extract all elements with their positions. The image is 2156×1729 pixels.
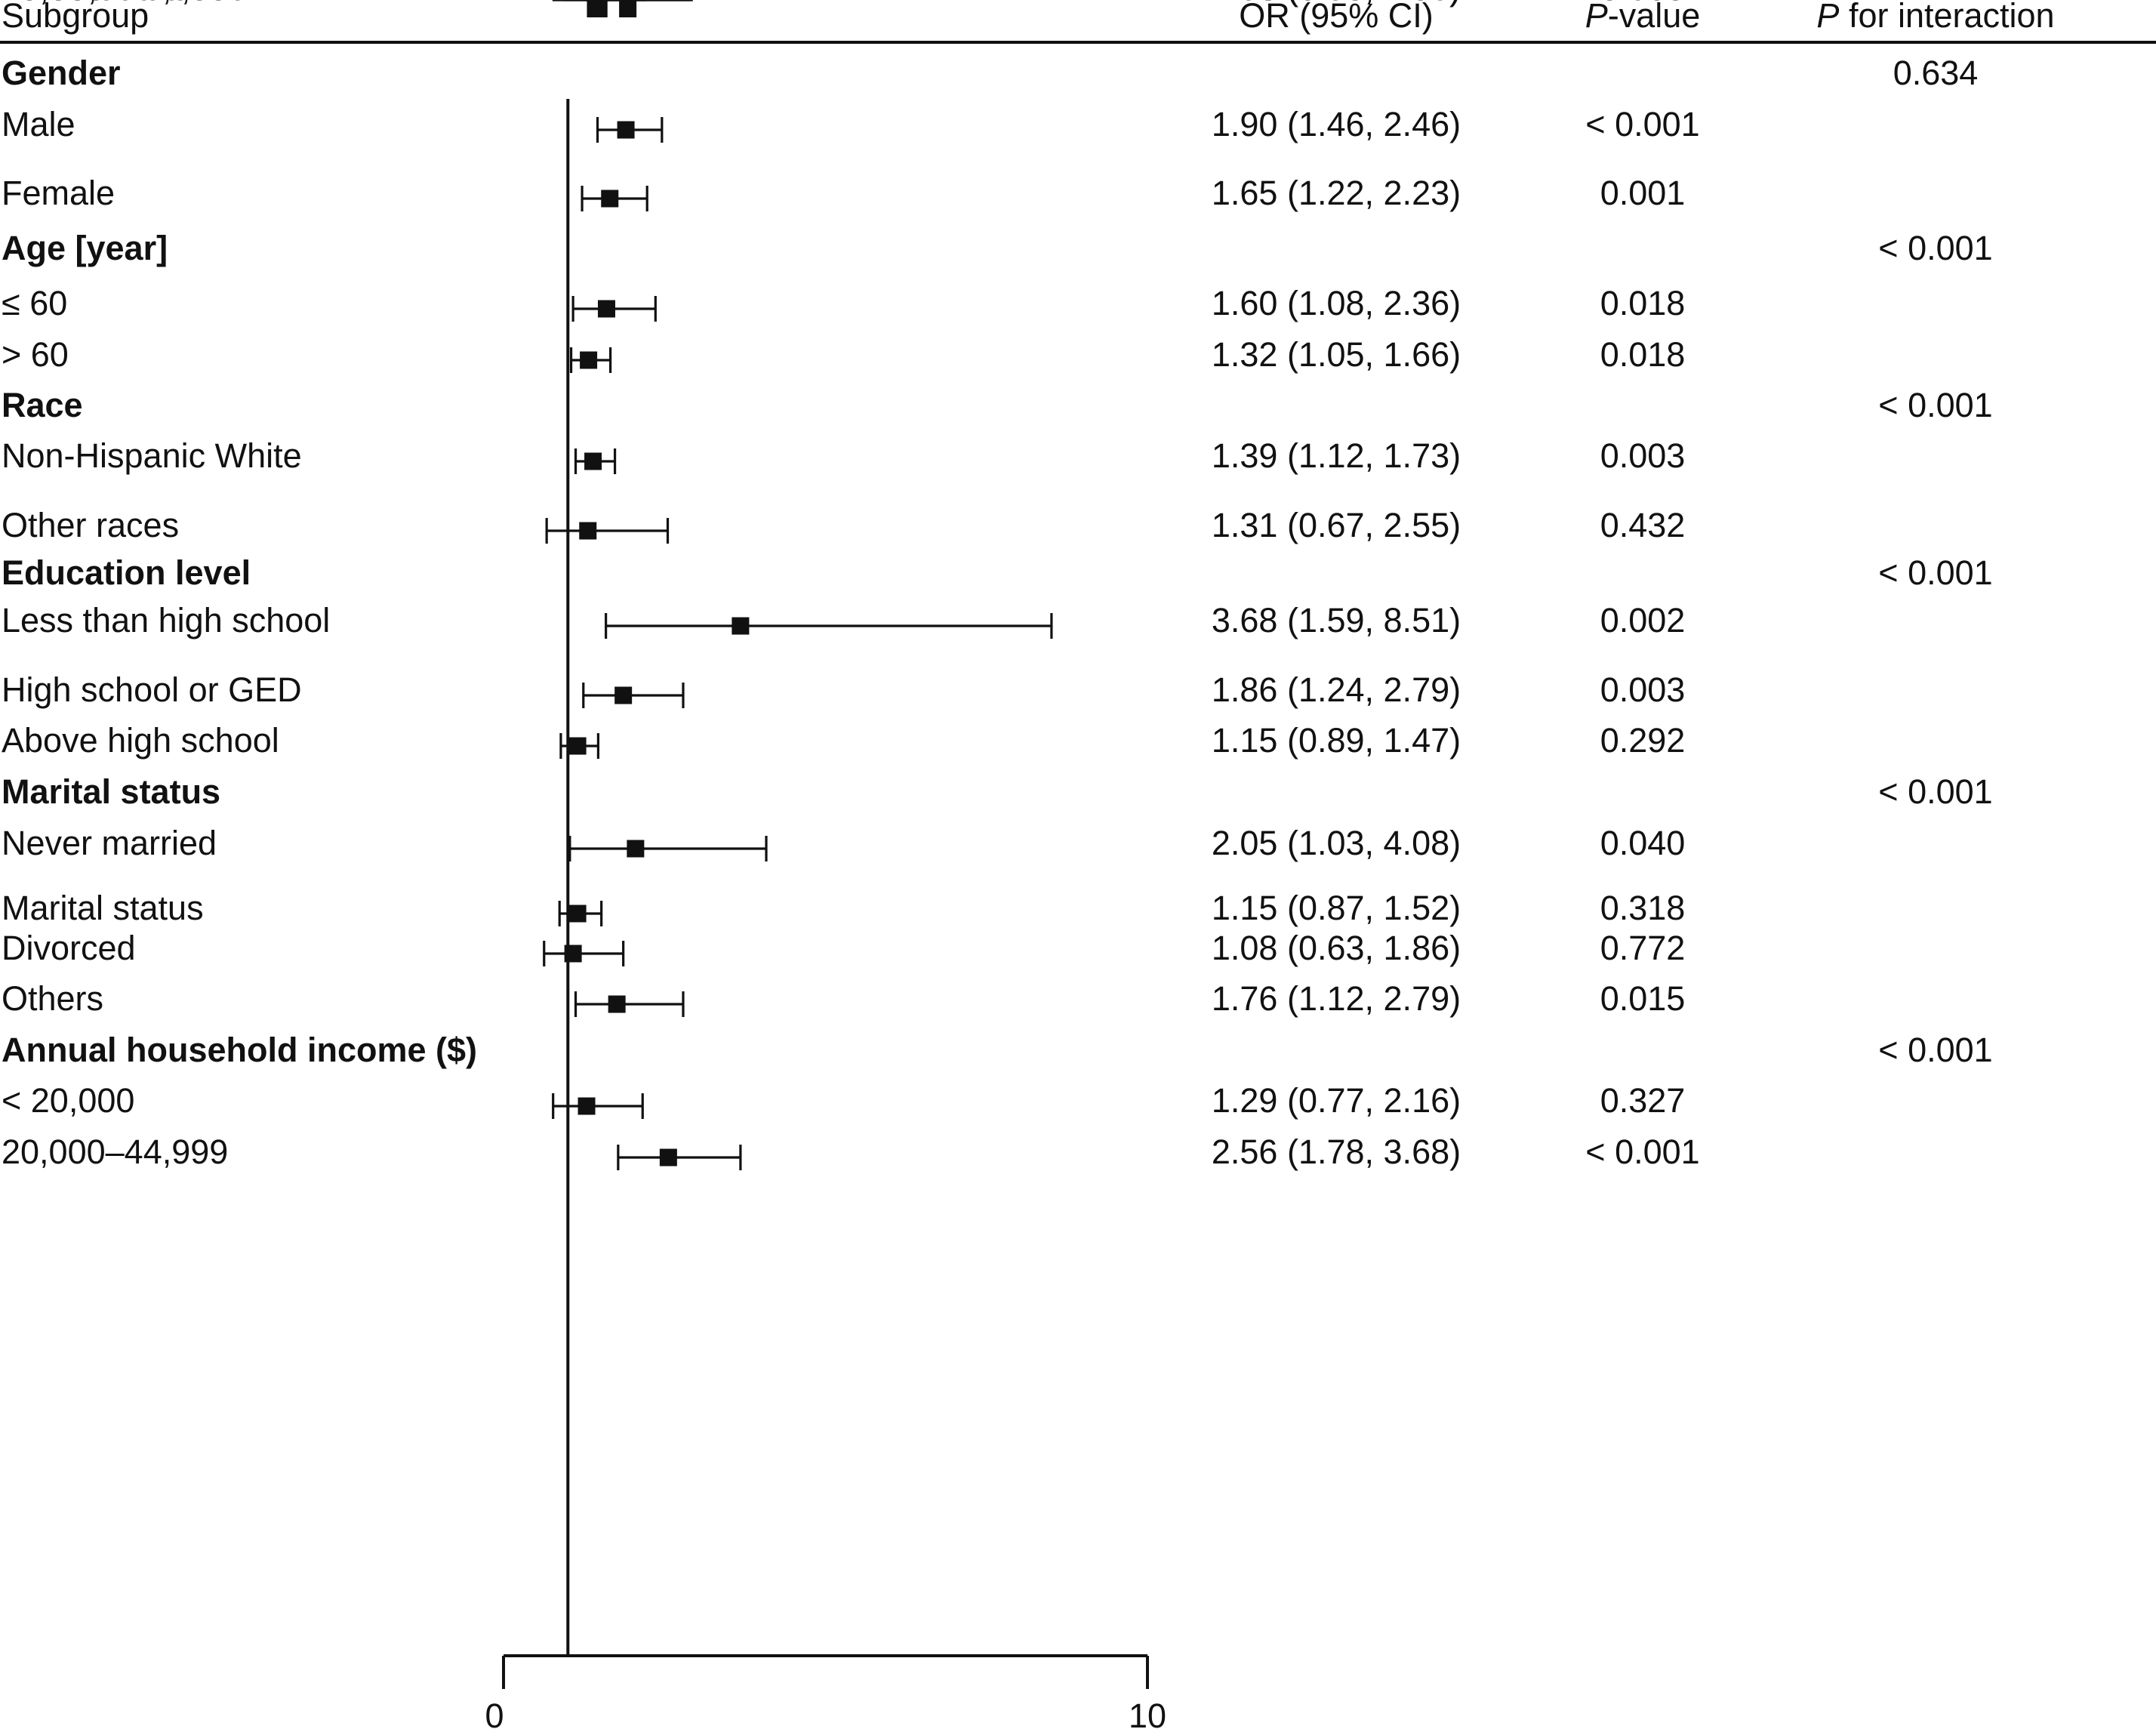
x-tick-label-0: 0: [485, 1697, 504, 1729]
or-ci-value: 1.15 (0.89, 1.47): [1212, 721, 1461, 760]
subgroup-label: Less than high school: [2, 601, 330, 640]
subgroup-label: 20,000–44,999: [2, 1133, 228, 1171]
p-value: 0.003: [1600, 436, 1686, 475]
subgroup-label: High school or GED: [2, 670, 302, 709]
p-interaction-value: < 0.001: [1878, 553, 1992, 592]
p-value: 0.002: [1600, 0, 1686, 8]
p-value: 0.018: [1600, 284, 1686, 322]
or-ci-value: 1.39 (1.12, 1.73): [1212, 436, 1461, 475]
or-ci-value: 1.31 (0.67, 2.55): [1212, 506, 1461, 544]
or-point-marker: [614, 686, 633, 704]
x-tick-label-10: 10: [1129, 1697, 1166, 1729]
or-ci-value: 1.93 (1.27, 2.94): [1212, 0, 1461, 8]
subgroup-label: 45,000–74,999: [2, 0, 228, 8]
or-point-marker: [590, 0, 608, 17]
or-point-marker: [568, 905, 587, 923]
p-value: 0.106: [1600, 0, 1686, 8]
p-value: 0.292: [1600, 721, 1686, 760]
subgroup-label: Non-Hispanic White: [2, 436, 302, 475]
subgroup-label: > 60: [2, 335, 69, 374]
subgroup-label: Female: [2, 174, 115, 212]
or-point-marker: [659, 1148, 677, 1167]
group-label: Race: [2, 386, 83, 424]
p-interaction-value: < 0.001: [1878, 386, 1992, 424]
p-value: 0.318: [1600, 889, 1686, 927]
p-interaction-value: < 0.001: [1878, 1031, 1992, 1069]
p-value: < 0.001: [1585, 1133, 1699, 1171]
subgroup-label: 75,000–100,000: [2, 0, 247, 8]
or-ci-value: 1.86 (1.24, 2.79): [1212, 670, 1461, 709]
or-point-marker: [578, 1097, 596, 1115]
p-value: 0.040: [1600, 824, 1686, 862]
header-p-value: P-value: [1585, 0, 1701, 35]
header-row: Subgroup OR (95% CI) P-value P for inter…: [0, 0, 2156, 44]
subgroup-label: Above high school: [2, 721, 279, 760]
or-ci-value: 1.08 (0.63, 1.86): [1212, 929, 1461, 967]
p-value: 0.003: [1600, 670, 1686, 709]
header-subgroup: Subgroup: [2, 0, 149, 35]
subgroup-label: Divorced: [2, 929, 136, 967]
or-ci-value: 2.56 (1.78, 3.68): [1212, 1133, 1461, 1171]
or-ci-value: 1.65 (1.22, 2.23): [1212, 174, 1461, 212]
or-ci-value: 1.32 (1.05, 1.66): [1212, 335, 1461, 374]
or-ci-value: 1.15 (0.87, 1.52): [1212, 889, 1461, 927]
or-point-marker: [617, 121, 635, 139]
header-p-interaction: P for interaction: [1816, 0, 2054, 35]
or-ci-value: 1.90 (1.46, 2.46): [1212, 105, 1461, 143]
or-point-marker: [627, 840, 645, 858]
or-point-marker: [601, 190, 619, 208]
subgroup-label: Marital status: [2, 889, 204, 927]
subgroup-label: Male: [2, 105, 75, 143]
or-ci-value: 2.05 (1.03, 4.08): [1212, 824, 1461, 862]
subgroup-label: ≤ 60: [2, 284, 67, 322]
group-label: Education level: [2, 553, 251, 592]
p-value: 0.018: [1600, 335, 1686, 374]
p-value: 0.772: [1600, 929, 1686, 967]
or-point-marker: [619, 0, 637, 17]
or-point-marker: [580, 351, 598, 369]
p-interaction-value: < 0.001: [1878, 229, 1992, 267]
or-point-marker: [579, 522, 597, 540]
p-value: 0.002: [1600, 601, 1686, 640]
or-ci-value: 1.29 (0.77, 2.16): [1212, 1081, 1461, 1120]
or-ci-value: 1.60 (1.08, 2.36): [1212, 284, 1461, 322]
subgroup-label: Never married: [2, 824, 217, 862]
p-interaction-value: 0.634: [1893, 54, 1979, 92]
group-label: Marital status: [2, 772, 220, 811]
rows: Gender 0.634 Male 1.90 (1.46, 2.46) < 0.001 F…: [2, 0, 1993, 1171]
subgroup-label: < 20,000: [2, 1081, 134, 1120]
or-point-marker: [732, 617, 750, 635]
p-value: 0.249: [1600, 0, 1686, 8]
subgroup-label: Others: [2, 979, 103, 1018]
subgroup-label: > 100,000: [2, 0, 153, 8]
or-point-marker: [584, 452, 602, 470]
or-ci-value: 1.48 (0.76, 2.90): [1212, 0, 1461, 8]
subgroup-label: Other races: [2, 506, 179, 544]
or-point-marker: [608, 995, 626, 1013]
group-label: Age [year]: [2, 229, 168, 267]
or-point-marker: [568, 737, 587, 755]
p-interaction-value: < 0.001: [1878, 772, 1992, 811]
group-label: Gender: [2, 54, 121, 92]
or-ci-value: 1.76 (1.12, 2.79): [1212, 979, 1461, 1018]
header-or-ci: OR (95% CI): [1239, 0, 1434, 35]
p-value: 0.001: [1600, 174, 1686, 212]
p-value: 0.327: [1600, 1081, 1686, 1120]
or-ci-value: 1.43 (0.93, 2.22): [1212, 0, 1461, 8]
group-label: Annual household income ($): [2, 1031, 477, 1069]
x-axis: 0 10: [485, 99, 1166, 1729]
p-value: 0.015: [1600, 979, 1686, 1018]
p-value: 0.432: [1600, 506, 1686, 544]
or-point-marker: [597, 300, 615, 318]
p-value: < 0.001: [1585, 105, 1699, 143]
plot-marks: [543, 0, 1053, 1170]
or-ci-value: 3.68 (1.59, 8.51): [1212, 601, 1461, 640]
